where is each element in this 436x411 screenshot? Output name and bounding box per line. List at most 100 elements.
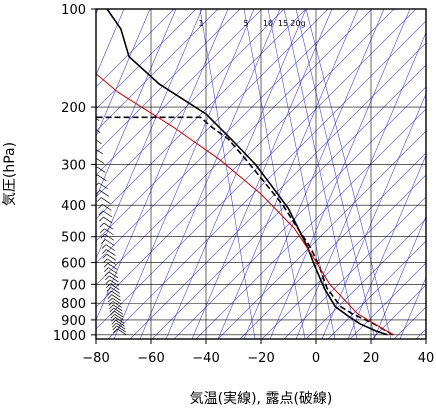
mixing-ratio-line: [199, 9, 256, 339]
wind-barb: [96, 139, 102, 144]
skewed-line: [96, 9, 373, 286]
wind-barb: [104, 233, 115, 241]
skewed-line: [96, 9, 219, 132]
wind-barb-flag: [101, 244, 107, 249]
adiabat-line: [96, 9, 177, 199]
y-tick-label: 1000: [53, 329, 86, 344]
wind-barb: [97, 174, 107, 182]
wind-barb-flag: [82, 71, 86, 75]
mixing-ratio-line: [267, 9, 336, 339]
wind-barb-flag: [86, 115, 90, 119]
wind-barb-flag: [100, 228, 105, 233]
mixing-ratio-line: [295, 9, 376, 339]
x-tick-label: −20: [247, 351, 274, 366]
wind-barb: [111, 294, 121, 301]
y-tick-label: 100: [61, 3, 86, 18]
wind-barb: [112, 301, 122, 308]
wind-barb-flag: [99, 222, 105, 228]
wind-barb: [113, 304, 123, 312]
wind-barb: [102, 210, 113, 218]
wind-barb: [96, 149, 103, 155]
wind-barb: [112, 297, 122, 305]
wind-barb: [111, 290, 121, 298]
skewed-line: [96, 9, 263, 176]
wind-barb-flag: [107, 294, 113, 299]
wind-barb: [105, 239, 115, 246]
wind-barb-flag: [108, 297, 113, 303]
skewed-line: [327, 240, 426, 339]
wind-barb: [115, 317, 125, 324]
y-tick-label: 800: [61, 297, 86, 312]
adiabat-line: [139, 9, 281, 339]
wind-barb-flag: [90, 148, 94, 152]
mixing-ratio-and-adiabat-lines: [96, 9, 426, 339]
wind-barb: [98, 182, 108, 190]
wind-barb-flag: [84, 87, 88, 91]
mixing-ratio-line: [243, 9, 306, 339]
x-tick-label: 0: [312, 351, 320, 366]
wind-barb-flag: [105, 275, 110, 281]
adiabat-line: [96, 9, 151, 137]
wind-barb-flag: [104, 271, 110, 277]
wind-barb: [110, 287, 121, 294]
adiabat-line: [295, 31, 426, 339]
skewed-line: [96, 9, 197, 110]
y-tick-label: 500: [61, 231, 86, 246]
wind-barb: [102, 204, 112, 211]
wind-barb-flag: [80, 32, 84, 36]
adiabat-line: [217, 9, 359, 339]
skewed-line: [96, 9, 241, 154]
wind-barb: [117, 328, 127, 336]
wind-barb-flag: [96, 174, 98, 177]
skewed-line: [283, 196, 426, 339]
wind-barb: [107, 258, 117, 266]
skewed-line: [96, 9, 307, 220]
skewed-line: [349, 262, 426, 339]
wind-barb-flag: [113, 328, 118, 334]
wind-barb: [103, 216, 113, 224]
wind-barb: [108, 271, 119, 279]
wind-barb: [114, 310, 124, 318]
wind-barb: [85, 53, 94, 59]
wind-barb: [86, 71, 95, 77]
wind-barb: [115, 319, 125, 327]
wind-barb: [110, 283, 120, 290]
skewed-line: [129, 42, 426, 339]
mixing-ratio-label: 1: [198, 19, 203, 28]
skewed-line: [305, 218, 426, 339]
wind-barb-flag: [106, 283, 111, 288]
wind-barb: [106, 253, 117, 261]
wind-barb-flag: [103, 258, 108, 264]
wind-barb: [105, 244, 116, 251]
x-tick-label: 20: [363, 351, 380, 366]
temperature-line: [106, 9, 388, 336]
y-axis-title: 気圧(hPa): [2, 142, 18, 206]
wind-barb-flag: [109, 307, 115, 313]
wind-barb: [99, 190, 110, 197]
mixing-ratio-label: 15: [278, 19, 288, 28]
wind-barb-flag: [112, 322, 117, 328]
wind-barb: [114, 314, 124, 321]
wind-barb-flag: [111, 320, 117, 325]
skewed-line: [261, 174, 426, 339]
dewpoint-line: [96, 116, 394, 336]
wind-barb-flag: [110, 310, 115, 316]
wind-barb: [96, 166, 106, 173]
wind-barb: [113, 307, 123, 315]
skewed-line: [195, 108, 426, 339]
mixing-ratio-label: 10: [263, 19, 273, 28]
x-tick-label: 40: [418, 351, 435, 366]
wind-barb: [108, 267, 118, 274]
mixing-ratio-label: 20g: [290, 19, 305, 28]
wind-barb: [116, 325, 126, 333]
skewed-line: [239, 152, 426, 339]
adiabat-line: [373, 215, 426, 339]
wind-barb-flag: [101, 239, 106, 244]
wind-barb: [100, 197, 111, 204]
x-tick-label: −80: [82, 351, 109, 366]
wind-barb-flag: [108, 301, 114, 306]
wind-barb-flag: [110, 314, 116, 319]
adiabat-line: [399, 277, 426, 339]
